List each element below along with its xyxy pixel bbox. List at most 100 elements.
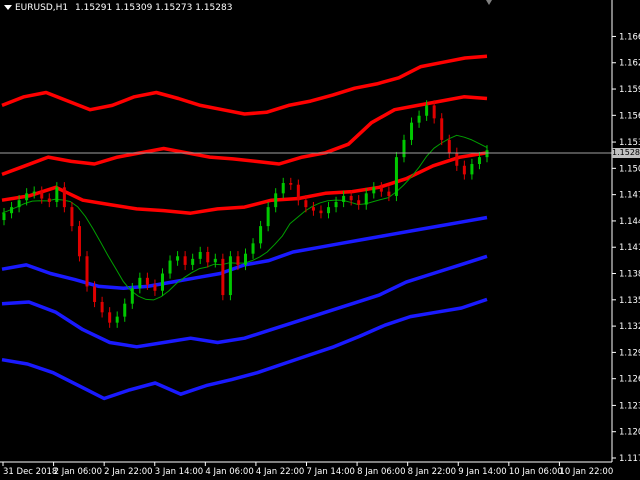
- symbol-info: EURUSD,H1 1.15291 1.15309 1.15273 1.1528…: [4, 3, 232, 13]
- candle-body: [425, 105, 429, 116]
- lower-band-inner-line: [1, 215, 488, 290]
- dropdown-arrow-icon[interactable]: [4, 5, 12, 10]
- upper-band-ma-line: [1, 151, 488, 215]
- candle-body: [477, 157, 481, 165]
- price-tick-label: 1.14155: [619, 243, 640, 253]
- candle-body: [55, 187, 59, 202]
- price-tick-label: 1.16600: [619, 32, 640, 42]
- time-tick-label: 10 Jan 22:00: [559, 467, 613, 477]
- ohlc-values: 1.15291 1.15309 1.15273 1.15283: [75, 3, 233, 13]
- candle-body: [379, 187, 383, 192]
- candle-body: [410, 122, 414, 140]
- candle-body: [176, 256, 180, 261]
- price-tick-label: 1.12630: [619, 375, 640, 385]
- candle-body: [160, 273, 164, 291]
- candle-body: [153, 284, 157, 291]
- candle-body: [138, 277, 142, 289]
- candle-body: [183, 256, 187, 265]
- price-axis[interactable]: 1.16600 1.16295 1.15990 1.15685 1.15375 1.150…: [612, 32, 640, 464]
- candle-body: [364, 193, 368, 205]
- lower-band-outer-line: [1, 297, 488, 401]
- upper-band-outer-line: [1, 54, 488, 116]
- price-tick-label: 1.16295: [619, 59, 640, 69]
- candle-body: [145, 277, 149, 285]
- price-tick-label: 1.12320: [619, 401, 640, 411]
- candle-body: [447, 139, 451, 153]
- candle-body: [349, 195, 353, 201]
- candle-body: [32, 191, 36, 194]
- candle-body: [25, 193, 29, 201]
- candle-body: [470, 164, 474, 175]
- price-tick-label: 1.13850: [619, 270, 640, 280]
- candle-body: [168, 260, 172, 274]
- price-tick-label: 1.14765: [619, 191, 640, 201]
- candle-body: [100, 301, 104, 313]
- candle-body: [485, 150, 489, 158]
- scroll-shift-marker-icon[interactable]: [486, 0, 492, 5]
- candle-body: [108, 312, 112, 323]
- candle-body: [47, 198, 51, 202]
- candle-body: [198, 251, 202, 259]
- candle-body: [296, 184, 300, 201]
- candle-body: [266, 207, 270, 227]
- candle-body: [244, 253, 247, 265]
- candle-body: [85, 256, 89, 287]
- time-tick-label: 7 Jan 14:00: [307, 467, 355, 477]
- candle-body: [221, 258, 225, 296]
- time-tick-label: 9 Jan 14:00: [458, 467, 506, 477]
- candle-body: [462, 165, 466, 175]
- time-tick-label: 4 Jan 06:00: [205, 467, 253, 477]
- price-tick-label: 1.11710: [619, 454, 640, 464]
- price-tick-label: 1.15685: [619, 111, 640, 121]
- time-tick-label: 3 Jan 14:00: [155, 467, 203, 477]
- candle-body: [93, 286, 97, 302]
- price-tick-label: 1.14460: [619, 217, 640, 227]
- symbol-timeframe: EURUSD,H1: [15, 3, 69, 13]
- candlesticks: [2, 100, 489, 328]
- price-tick-label: 1.13545: [619, 296, 640, 306]
- price-tick-label: 1.15990: [619, 85, 640, 95]
- candle-body: [311, 207, 315, 211]
- candle-body: [455, 152, 459, 166]
- candle-body: [327, 207, 331, 214]
- candle-body: [236, 256, 240, 265]
- candle-body: [130, 288, 134, 304]
- candle-body: [432, 105, 436, 119]
- candle-body: [251, 243, 255, 254]
- time-tick-label: 8 Jan 22:00: [408, 467, 456, 477]
- price-tick-label: 1.13240: [619, 322, 640, 332]
- candle-body: [289, 183, 293, 185]
- time-tick-label: 2 Jan 22:00: [104, 467, 152, 477]
- candle-body: [417, 115, 421, 123]
- candle-body: [191, 258, 195, 265]
- candle-body: [62, 187, 66, 208]
- candle-body: [402, 139, 406, 158]
- current-price-badge: 1.15283: [612, 148, 640, 158]
- candle-body: [394, 157, 398, 196]
- candle-body: [10, 207, 14, 214]
- price-tick-label: 1.12015: [619, 428, 640, 438]
- candle-body: [228, 256, 232, 296]
- time-tick-label: 31 Dec 2018: [3, 467, 57, 477]
- time-tick-label: 4 Jan 22:00: [256, 467, 304, 477]
- time-tick-label: 10 Jan 06:00: [509, 467, 563, 477]
- candle-body: [206, 251, 210, 263]
- candle-body: [123, 303, 127, 317]
- price-tick-label: 1.12935: [619, 348, 640, 358]
- candle-body: [334, 201, 338, 208]
- lower-band-mid-line: [1, 254, 488, 349]
- candle-body: [17, 200, 21, 208]
- candle-body: [387, 191, 391, 196]
- candle-body: [304, 200, 308, 208]
- candle-body: [70, 207, 74, 227]
- candle-body: [213, 258, 217, 263]
- candle-body: [372, 187, 376, 194]
- candle-body: [259, 226, 263, 244]
- upper-band-inner-line: [1, 95, 488, 177]
- time-tick-label: 2 Jan 06:00: [54, 467, 102, 477]
- candle-body: [342, 195, 346, 202]
- candle-body: [440, 118, 444, 140]
